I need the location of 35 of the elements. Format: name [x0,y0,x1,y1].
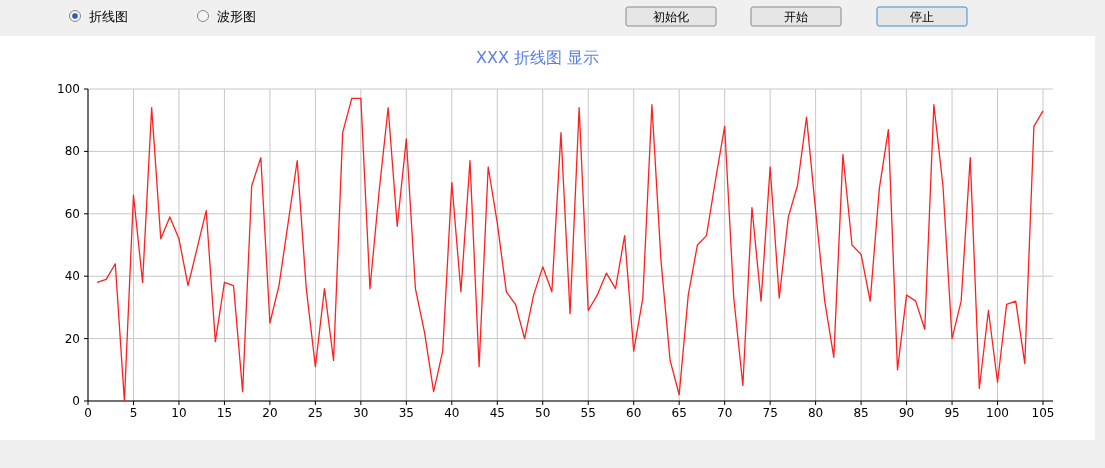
x-tick-label: 45 [489,406,505,420]
x-tick-label: 35 [398,406,414,420]
x-tick-label: 85 [853,406,869,420]
x-tick-label: 5 [129,406,138,420]
x-tick-label: 50 [535,406,551,420]
x-tick-label: 0 [84,406,92,420]
text: 初始化 [653,10,689,24]
x-tick-label: 75 [762,406,778,420]
x-tick-label: 20 [262,406,278,420]
x-tick-label: 100 [986,406,1009,420]
y-tick-label: 100 [57,82,80,96]
x-tick-label: 90 [898,406,915,420]
x-tick-label: 80 [807,406,824,420]
chart-title: XXX 折线图 显示 [475,48,600,67]
x-tick-label: 30 [353,406,369,420]
x-tick-label: 105 [1031,406,1055,420]
text: 波形图 [217,9,256,24]
y-tick-label: 60 [64,206,80,221]
x-tick-label: 65 [671,406,687,420]
text: 折线图 [89,9,128,24]
text: 停止 [910,10,934,24]
x-tick-label: 60 [626,406,642,420]
line-series [96,97,1044,402]
x-tick-label: 40 [444,406,460,420]
text: 开始 [784,10,808,24]
y-tick-label: 80 [64,144,80,159]
x-tick-label: 70 [717,406,733,420]
x-tick-label: 25 [307,406,324,420]
x-tick-label: 95 [944,406,960,420]
y-tick-label: 40 [64,269,80,284]
x-tick-label: 15 [216,406,233,420]
y-tick-label: 20 [64,331,80,346]
x-tick-label: 10 [171,406,187,420]
x-tick-label: 55 [580,406,596,420]
y-tick-label: 0 [72,394,80,408]
